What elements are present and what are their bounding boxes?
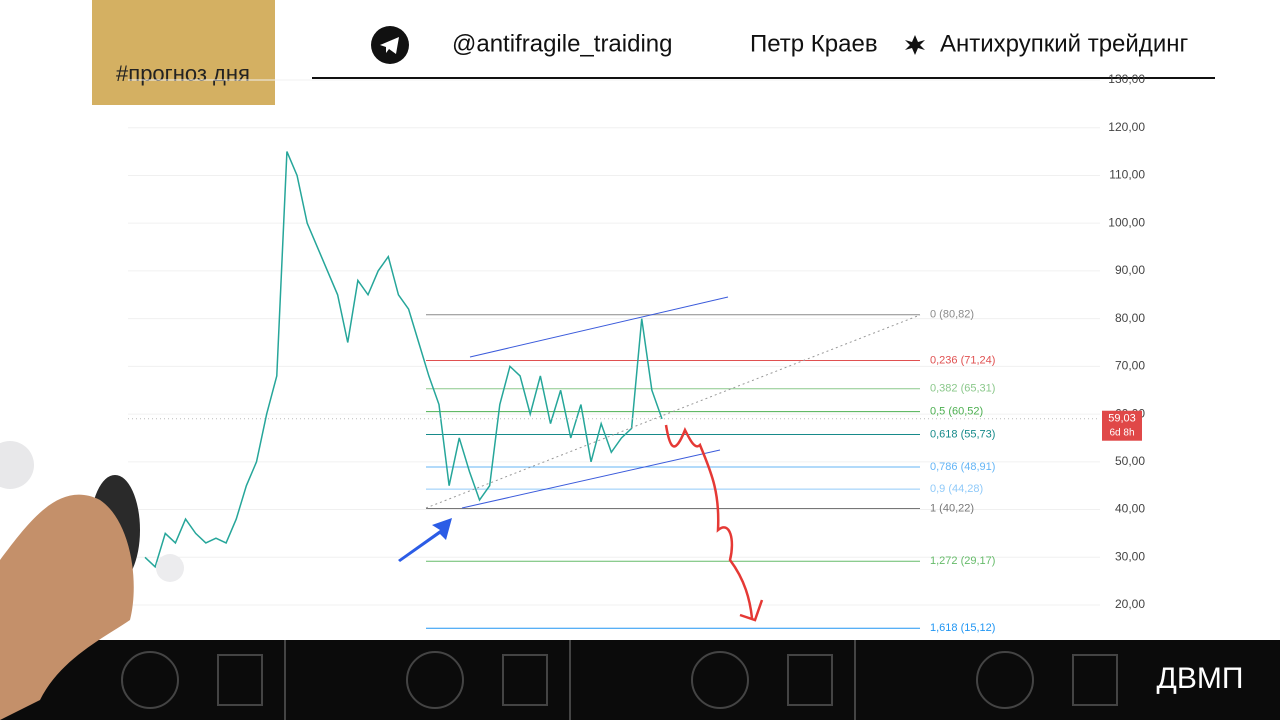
y-tick-label: 70,00 — [1115, 359, 1145, 373]
pearl — [156, 554, 184, 582]
y-tick-label: 130,00 — [1108, 72, 1145, 86]
forecast-arrow — [664, 424, 764, 622]
brand: Антихрупкий трейдинг — [940, 30, 1188, 57]
fib-label: 0,382 (65,31) — [930, 383, 995, 395]
fib-label: 0,5 (60,52) — [930, 406, 983, 418]
price-tag-timer: 6d 8h — [1109, 427, 1134, 438]
fib-label: 0,786 (48,91) — [930, 461, 995, 473]
y-tick-label: 30,00 — [1115, 549, 1145, 563]
price-line — [144, 151, 663, 569]
tag-text: #прогноз дня — [116, 61, 250, 86]
fib-label: 1,272 (29,17) — [930, 555, 995, 567]
y-tick-label: 120,00 — [1108, 120, 1145, 134]
y-tick-label: 110,00 — [1109, 168, 1145, 182]
footer-band — [0, 640, 1280, 720]
fib-label: 0,9 (44,28) — [930, 483, 983, 495]
dotted-line — [425, 314, 921, 509]
trend-line — [461, 449, 721, 509]
y-tick-label: 40,00 — [1115, 502, 1145, 516]
author: Петр Краев — [750, 30, 878, 57]
telegram-plane — [380, 37, 399, 54]
handle[interactable]: @antifragile_traiding — [452, 30, 673, 57]
price-tag — [1102, 410, 1142, 441]
plot: 20,0030,0040,0050,0060,0070,0080,0090,00… — [128, 72, 1145, 634]
footer-logos — [121, 640, 1118, 720]
fib-label: 0 (80,82) — [930, 309, 974, 321]
price-tag-value: 59,03 — [1108, 413, 1136, 425]
y-tick-label: 50,00 — [1115, 454, 1145, 468]
fib-label: 1 (40,22) — [930, 502, 974, 514]
y-tick-label: 100,00 — [1108, 215, 1145, 229]
pearl — [0, 441, 34, 489]
hand — [0, 494, 134, 720]
y-tick-label: 20,00 — [1115, 597, 1145, 611]
star — [905, 35, 925, 55]
fib-label: 0,236 (71,24) — [930, 354, 995, 366]
fib-label: 0,618 (55,73) — [930, 428, 995, 440]
fib-label: 1,618 (15,12) — [930, 622, 995, 634]
y-tick-label: 90,00 — [1115, 263, 1145, 277]
tag-box — [92, 0, 275, 105]
blue-arrow — [398, 518, 452, 562]
footer-logo: ДВМП — [1157, 662, 1244, 695]
trend-line — [469, 296, 729, 358]
y-tick-label: 80,00 — [1115, 311, 1145, 325]
